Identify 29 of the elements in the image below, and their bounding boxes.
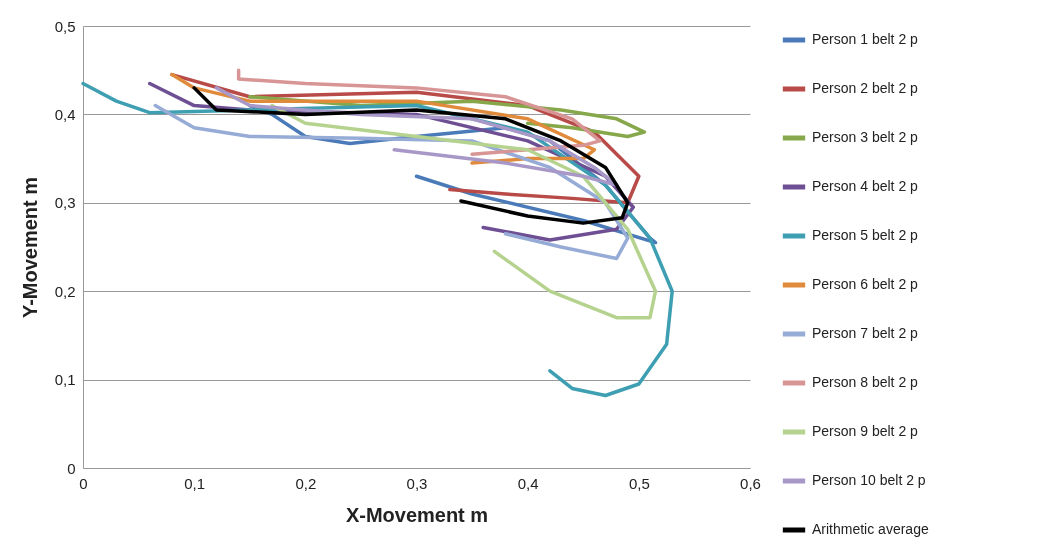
legend-label: Person 7 belt 2 p xyxy=(812,325,919,341)
y-tick-label: 0 xyxy=(67,459,76,477)
x-tick-label: 0,4 xyxy=(517,474,539,492)
legend-label: Person 1 belt 2 p xyxy=(812,31,919,47)
y-tick-label: 0,3 xyxy=(54,194,76,212)
legend-label: Person 10 belt 2 p xyxy=(812,472,926,488)
legend-label: Person 6 belt 2 p xyxy=(812,276,919,292)
legend-label: Person 9 belt 2 p xyxy=(812,423,919,439)
legend-label: Arithmetic average xyxy=(812,521,929,537)
x-tick-label: 0,6 xyxy=(740,474,761,492)
x-tick-label: 0,1 xyxy=(184,474,206,492)
y-tick-label: 0,2 xyxy=(54,282,76,300)
legend-label: Person 2 belt 2 p xyxy=(812,80,919,96)
x-tick-label: 0,5 xyxy=(628,474,650,492)
legend-label: Person 5 belt 2 p xyxy=(812,227,919,243)
y-tick-label: 0,4 xyxy=(54,105,76,123)
line-series xyxy=(236,68,602,156)
legend-label: Person 3 belt 2 p xyxy=(812,129,919,145)
line-series xyxy=(270,103,658,320)
x-tick-label: 0,2 xyxy=(295,474,317,492)
y-axis-title: Y-Movement m xyxy=(18,176,41,319)
x-tick-label: 0 xyxy=(79,474,88,492)
y-tick-label: 0,5 xyxy=(54,17,76,35)
legend-label: Person 4 belt 2 p xyxy=(812,178,919,194)
legend-label: Person 8 belt 2 p xyxy=(812,374,919,390)
x-tick-label: 0,3 xyxy=(406,474,428,492)
x-axis-title: X-Movement m xyxy=(345,503,489,526)
y-tick-label: 0,1 xyxy=(54,371,76,389)
line-series xyxy=(192,86,630,225)
